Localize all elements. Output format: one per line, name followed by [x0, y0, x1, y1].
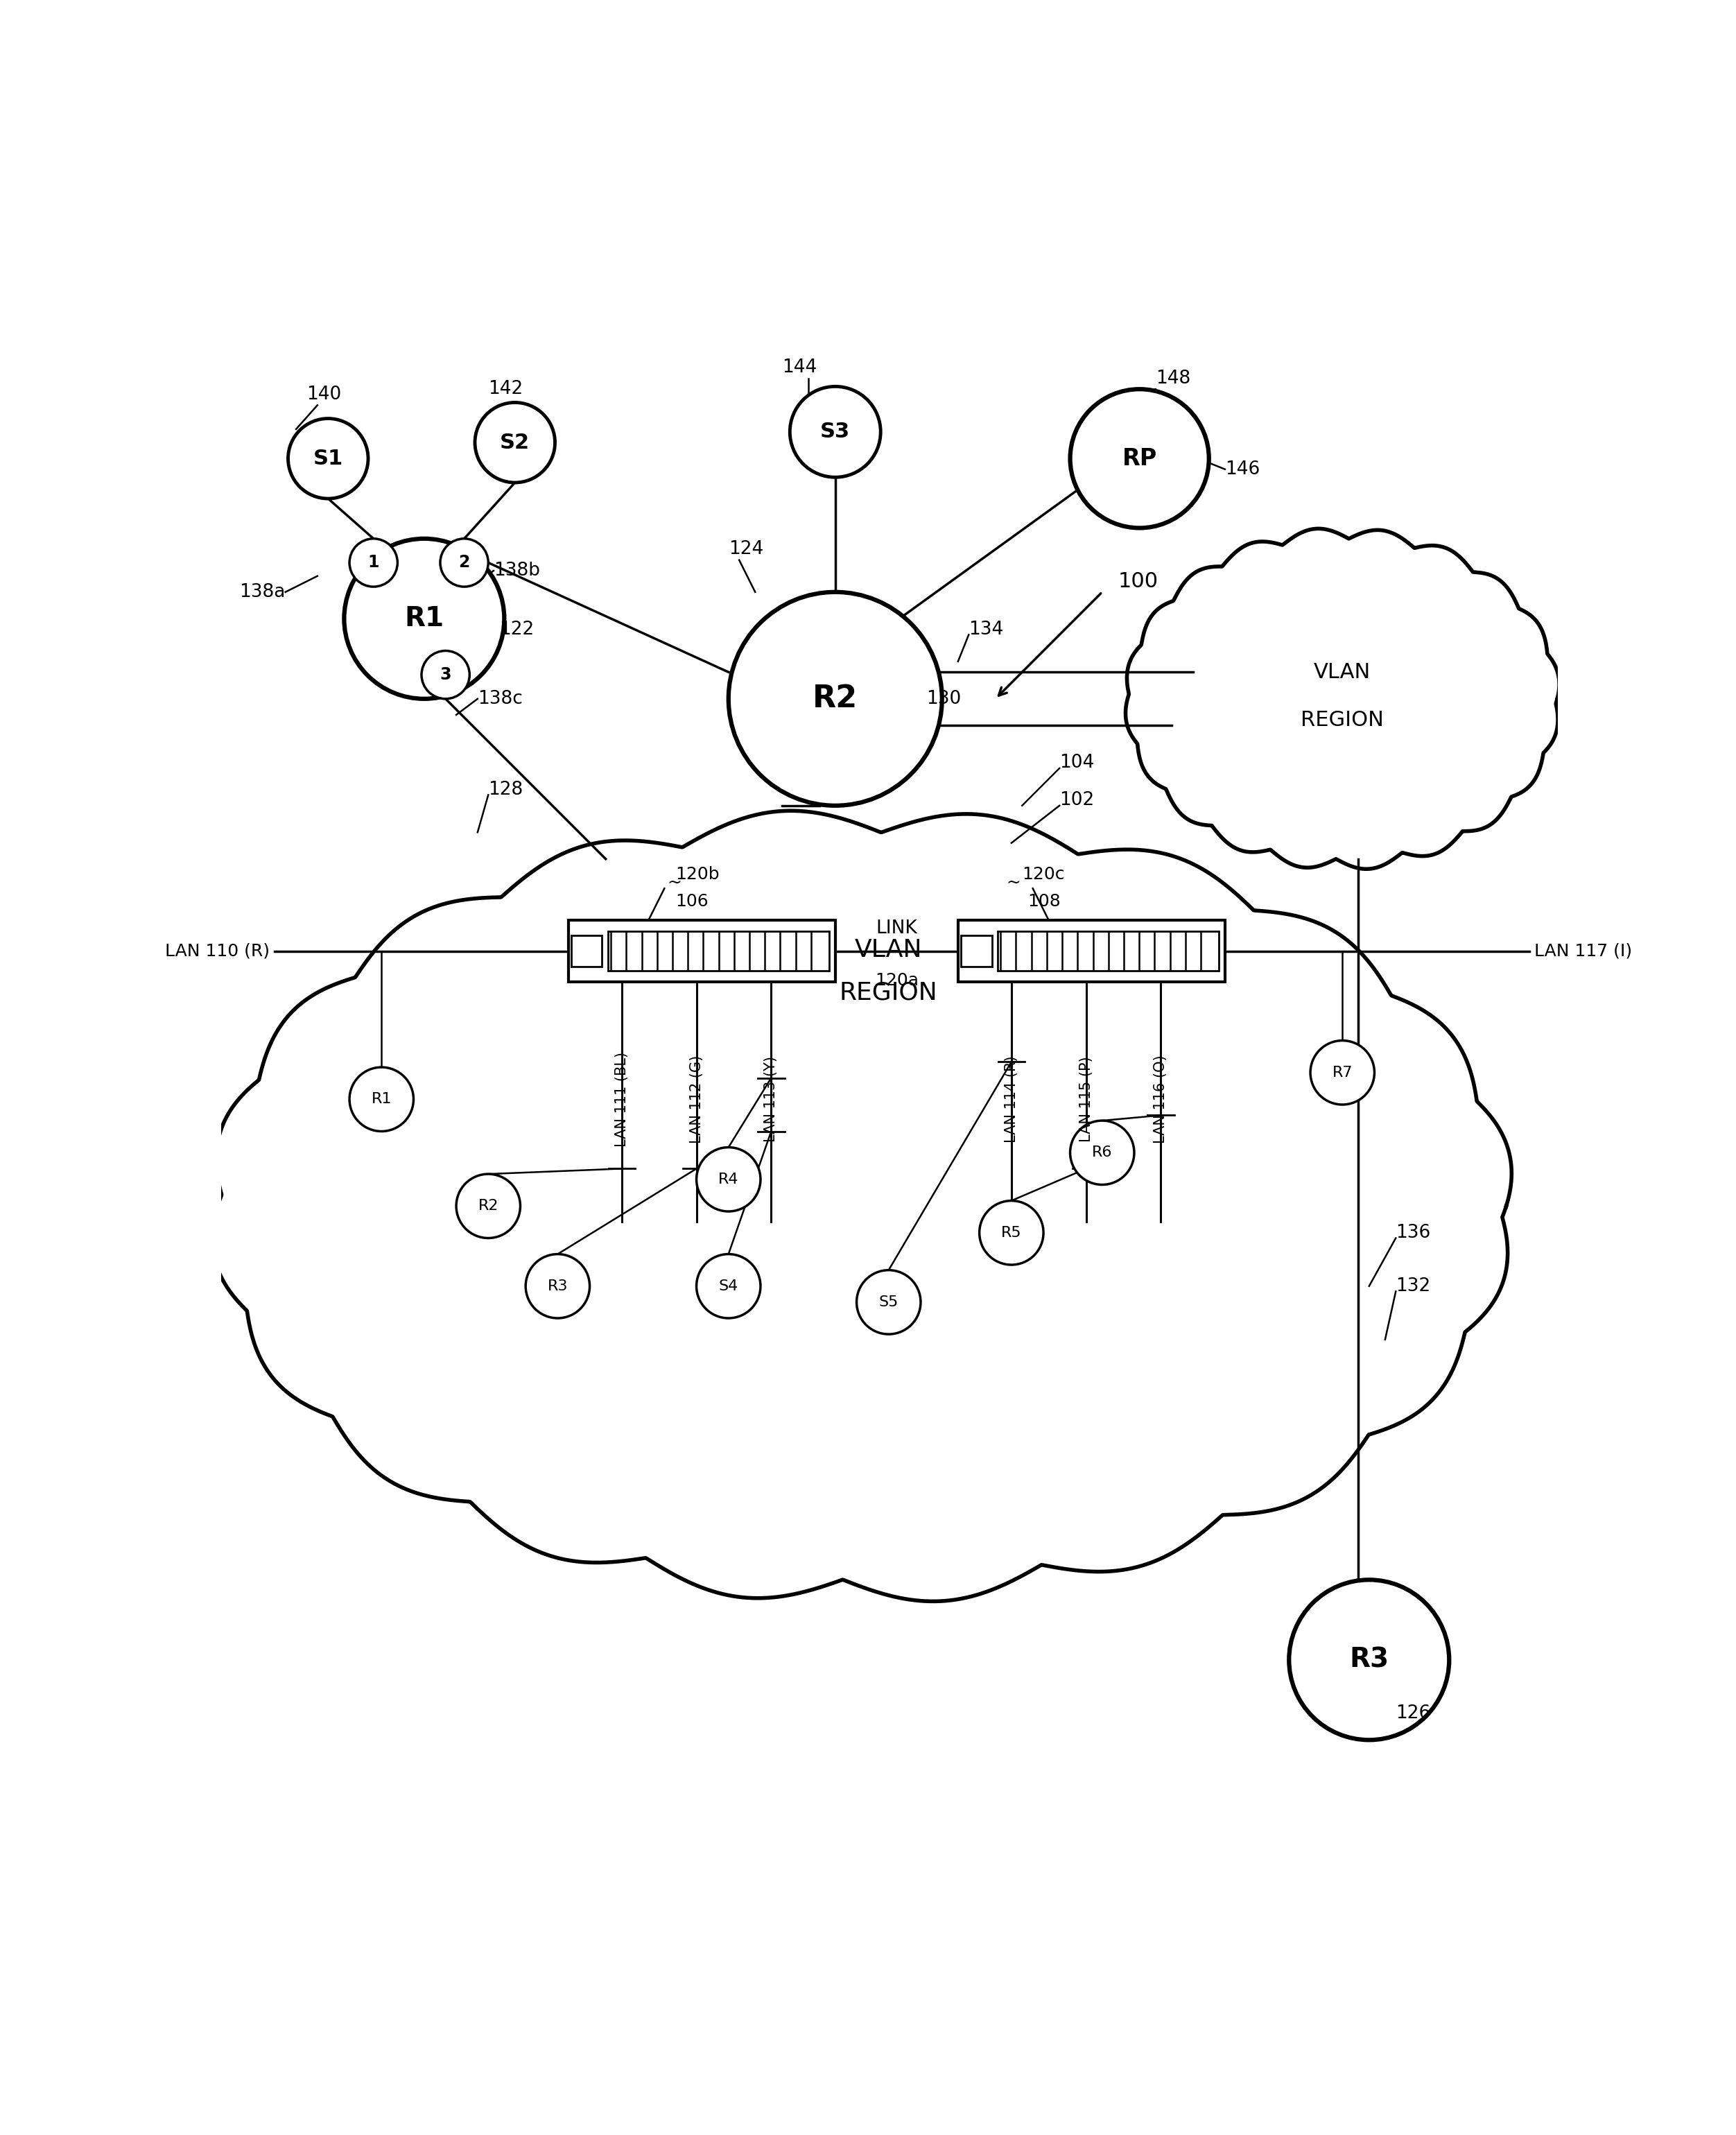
Text: LAN 114 (R): LAN 114 (R): [1005, 1055, 1019, 1142]
Text: R5: R5: [1002, 1225, 1023, 1240]
Circle shape: [457, 1174, 521, 1238]
Text: S3: S3: [821, 423, 851, 442]
Text: 134: 134: [969, 621, 1003, 638]
Text: 138a: 138a: [240, 583, 285, 602]
Text: 122: 122: [498, 621, 533, 638]
Text: 132: 132: [1396, 1277, 1430, 1296]
Text: 120a: 120a: [875, 971, 918, 989]
Circle shape: [979, 1200, 1043, 1264]
Circle shape: [476, 404, 556, 483]
Circle shape: [1069, 1121, 1134, 1185]
Text: S5: S5: [878, 1296, 899, 1309]
FancyBboxPatch shape: [608, 931, 830, 971]
FancyBboxPatch shape: [998, 931, 1219, 971]
Text: LAN 115 (P): LAN 115 (P): [1080, 1057, 1094, 1142]
Text: REGION: REGION: [840, 980, 937, 1003]
Text: R6: R6: [1092, 1146, 1113, 1159]
Text: S4: S4: [719, 1279, 738, 1294]
Text: 120b: 120b: [675, 867, 719, 884]
Text: R2: R2: [477, 1200, 498, 1213]
Text: 142: 142: [488, 380, 523, 397]
Circle shape: [696, 1146, 760, 1211]
Text: LAN 117 (I): LAN 117 (I): [1535, 944, 1632, 959]
Circle shape: [790, 386, 880, 478]
Circle shape: [696, 1253, 760, 1317]
Text: VLAN: VLAN: [1314, 662, 1371, 683]
Text: R1: R1: [372, 1093, 392, 1106]
Circle shape: [422, 651, 469, 698]
Text: 100: 100: [1118, 572, 1158, 591]
Text: 124: 124: [729, 540, 764, 559]
Circle shape: [729, 591, 943, 805]
Text: R7: R7: [1332, 1065, 1352, 1080]
Text: LAN 116 (O): LAN 116 (O): [1154, 1055, 1168, 1144]
Circle shape: [856, 1270, 920, 1334]
Circle shape: [349, 538, 398, 587]
Text: S1: S1: [312, 448, 344, 468]
Text: 3: 3: [439, 666, 451, 683]
Circle shape: [526, 1253, 590, 1317]
FancyBboxPatch shape: [962, 935, 991, 967]
Circle shape: [288, 418, 368, 500]
Circle shape: [349, 1068, 413, 1132]
Circle shape: [1069, 389, 1208, 527]
Text: R2: R2: [812, 683, 858, 713]
Text: S2: S2: [500, 433, 529, 453]
Text: 140: 140: [307, 386, 342, 404]
Text: 148: 148: [1156, 369, 1191, 386]
Text: VLAN: VLAN: [854, 937, 922, 961]
Text: 108: 108: [1028, 892, 1061, 910]
Text: 106: 106: [675, 892, 708, 910]
Text: RP: RP: [1121, 446, 1156, 470]
FancyBboxPatch shape: [571, 935, 602, 967]
Text: LAN 113 (Y): LAN 113 (Y): [764, 1057, 778, 1142]
Text: 128: 128: [488, 781, 523, 798]
Text: LAN 110 (R): LAN 110 (R): [165, 944, 269, 959]
FancyBboxPatch shape: [958, 920, 1226, 982]
Polygon shape: [212, 811, 1512, 1601]
Circle shape: [1290, 1580, 1450, 1740]
Text: 104: 104: [1059, 754, 1094, 773]
Circle shape: [441, 538, 488, 587]
Text: ~: ~: [1007, 875, 1021, 890]
Text: 144: 144: [781, 359, 816, 376]
Text: LINK: LINK: [877, 920, 917, 937]
Text: 102: 102: [1059, 792, 1094, 809]
Text: 138c: 138c: [477, 690, 523, 709]
Text: 1: 1: [368, 555, 378, 570]
Text: 136: 136: [1396, 1223, 1430, 1243]
Text: R3: R3: [547, 1279, 568, 1294]
Circle shape: [344, 538, 503, 698]
FancyBboxPatch shape: [568, 920, 835, 982]
Text: LAN 112 (G): LAN 112 (G): [689, 1055, 703, 1144]
Text: 120c: 120c: [1023, 867, 1064, 884]
Text: R1: R1: [404, 606, 444, 632]
Text: 2: 2: [458, 555, 470, 570]
Text: R4: R4: [719, 1172, 740, 1187]
Text: 138b: 138b: [493, 562, 540, 581]
Text: 126: 126: [1396, 1704, 1430, 1723]
Text: ~: ~: [667, 875, 682, 890]
Polygon shape: [1125, 529, 1559, 869]
Text: 130: 130: [925, 690, 960, 709]
Text: REGION: REGION: [1300, 711, 1384, 730]
Text: R3: R3: [1349, 1646, 1389, 1674]
Text: 146: 146: [1226, 461, 1260, 478]
Circle shape: [1311, 1040, 1375, 1104]
Text: LAN 111 (BL): LAN 111 (BL): [615, 1053, 628, 1146]
